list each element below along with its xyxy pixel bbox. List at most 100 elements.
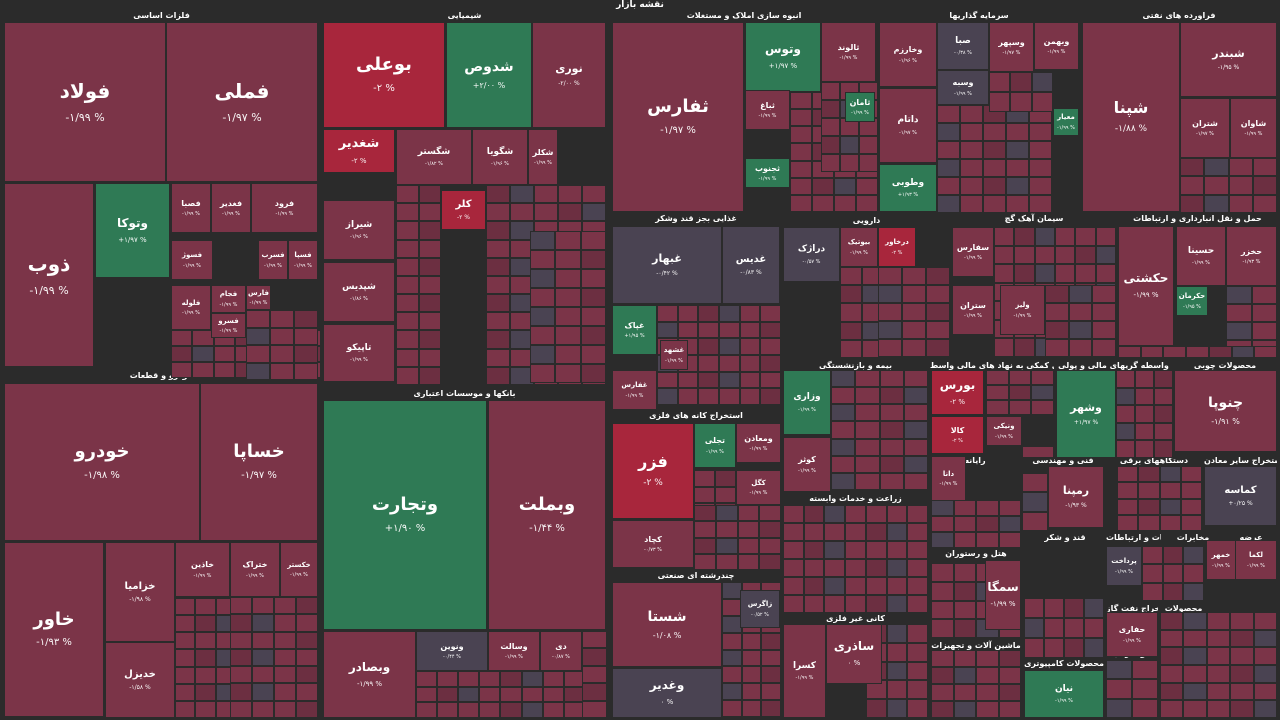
minor-tile[interactable] <box>230 700 252 718</box>
minor-tile[interactable] <box>759 521 781 538</box>
minor-tile[interactable] <box>510 185 534 204</box>
stock-tile[interactable]: وسبه -۱/۹۹ % <box>937 70 989 105</box>
sector-label[interactable]: دستگاههای برقی <box>1119 456 1189 465</box>
minor-tile[interactable] <box>1117 466 1139 483</box>
minor-tile[interactable] <box>1118 346 1141 358</box>
minor-tile[interactable] <box>486 348 510 367</box>
stock-tile[interactable]: فصبا -۱/۹۹ % <box>171 183 211 233</box>
minor-tile[interactable] <box>845 595 866 613</box>
minor-tile[interactable] <box>953 581 976 601</box>
stock-tile[interactable]: رمپنا -۱/۹۳ % <box>1048 466 1104 528</box>
minor-tile[interactable] <box>824 559 846 577</box>
minor-tile[interactable] <box>953 667 976 684</box>
minor-tile[interactable] <box>937 123 960 141</box>
minor-tile[interactable] <box>1228 176 1253 195</box>
minor-tile[interactable] <box>1183 629 1207 648</box>
minor-tile[interactable] <box>500 702 522 718</box>
minor-tile[interactable] <box>1106 660 1132 680</box>
minor-tile[interactable] <box>1160 665 1184 683</box>
minor-tile[interactable] <box>1204 194 1229 213</box>
minor-tile[interactable] <box>739 355 761 372</box>
minor-tile[interactable] <box>1006 141 1029 159</box>
minor-tile[interactable] <box>1183 700 1207 718</box>
minor-tile[interactable] <box>1044 618 1064 638</box>
minor-tile[interactable] <box>396 348 419 367</box>
minor-tile[interactable] <box>486 257 510 276</box>
minor-tile[interactable] <box>1014 227 1035 246</box>
minor-tile[interactable] <box>1095 264 1116 283</box>
minor-tile[interactable] <box>803 541 825 559</box>
minor-tile[interactable] <box>803 523 825 541</box>
stock-tile[interactable]: خدیزل -۱/۵۸ % <box>105 642 175 718</box>
minor-tile[interactable] <box>994 338 1015 357</box>
minor-tile[interactable] <box>192 362 214 378</box>
stock-tile[interactable]: ومعادن -۱/۹۹ % <box>736 423 781 463</box>
minor-tile[interactable] <box>1075 227 1096 246</box>
minor-tile[interactable] <box>931 581 954 601</box>
minor-tile[interactable] <box>694 470 715 487</box>
sector-label[interactable]: استخراج نفت گاز <box>1106 604 1158 613</box>
minor-tile[interactable] <box>1226 304 1252 322</box>
minor-tile[interactable] <box>270 345 294 363</box>
minor-tile[interactable] <box>831 370 856 388</box>
minor-tile[interactable] <box>1230 629 1254 648</box>
stock-tile[interactable]: کالا -۲ % <box>931 416 984 454</box>
stock-tile[interactable]: بورس -۲ % <box>931 370 984 415</box>
minor-tile[interactable] <box>1029 195 1052 213</box>
sector-label[interactable]: اطلاعات و ارتباطات <box>1106 533 1161 542</box>
minor-tile[interactable] <box>1180 498 1202 515</box>
minor-tile[interactable] <box>998 650 1021 667</box>
minor-tile[interactable] <box>486 312 510 331</box>
minor-tile[interactable] <box>252 683 274 701</box>
minor-tile[interactable] <box>534 185 558 204</box>
minor-tile[interactable] <box>1031 385 1054 400</box>
minor-tile[interactable] <box>698 338 719 355</box>
minor-tile[interactable] <box>1159 514 1181 531</box>
sector-label[interactable]: مخابرات <box>1176 533 1210 542</box>
minor-tile[interactable] <box>926 339 950 357</box>
minor-tile[interactable] <box>953 500 976 516</box>
minor-tile[interactable] <box>907 624 928 643</box>
minor-tile[interactable] <box>1230 665 1254 683</box>
minor-tile[interactable] <box>953 600 976 620</box>
minor-tile[interactable] <box>1206 700 1231 718</box>
minor-tile[interactable] <box>1183 546 1204 565</box>
minor-tile[interactable] <box>1116 387 1135 406</box>
stock-tile[interactable]: غفارس -۱/۹۹ % <box>612 370 657 410</box>
minor-tile[interactable] <box>761 683 781 701</box>
minor-tile[interactable] <box>760 355 781 372</box>
minor-tile[interactable] <box>1253 647 1277 665</box>
minor-tile[interactable] <box>879 438 904 456</box>
minor-tile[interactable] <box>886 680 908 700</box>
minor-tile[interactable] <box>1045 303 1069 321</box>
minor-tile[interactable] <box>698 305 719 322</box>
minor-tile[interactable] <box>418 257 441 276</box>
minor-tile[interactable] <box>834 177 856 195</box>
minor-tile[interactable] <box>856 177 878 195</box>
minor-tile[interactable] <box>694 537 716 554</box>
minor-tile[interactable] <box>855 455 880 473</box>
minor-tile[interactable] <box>677 371 699 389</box>
minor-tile[interactable] <box>416 686 438 703</box>
stock-tile[interactable]: فرود -۱/۹۹ % <box>251 183 318 233</box>
minor-tile[interactable] <box>677 388 699 405</box>
minor-tile[interactable] <box>760 338 781 355</box>
stock-tile[interactable]: ساذری ۰ % <box>826 624 882 684</box>
sector-label[interactable]: محصولات چوبی <box>1193 361 1257 370</box>
minor-tile[interactable] <box>976 532 999 548</box>
sector-label[interactable]: فلزات اساسی <box>133 11 190 20</box>
minor-tile[interactable] <box>1135 422 1154 441</box>
minor-tile[interactable] <box>230 597 252 615</box>
stock-tile[interactable]: وزاری -۱/۹۹ % <box>783 370 831 435</box>
minor-tile[interactable] <box>171 362 193 378</box>
minor-tile[interactable] <box>582 648 607 666</box>
minor-tile[interactable] <box>1180 158 1205 177</box>
minor-tile[interactable] <box>555 326 581 345</box>
minor-tile[interactable] <box>855 438 880 456</box>
stock-tile[interactable]: شغدیر -۲ % <box>323 129 395 173</box>
minor-tile[interactable] <box>831 455 856 473</box>
minor-tile[interactable] <box>855 421 880 439</box>
minor-tile[interactable] <box>715 505 738 522</box>
minor-tile[interactable] <box>953 516 976 532</box>
stock-tile[interactable]: وبملت -۱/۴۴ % <box>488 400 606 630</box>
